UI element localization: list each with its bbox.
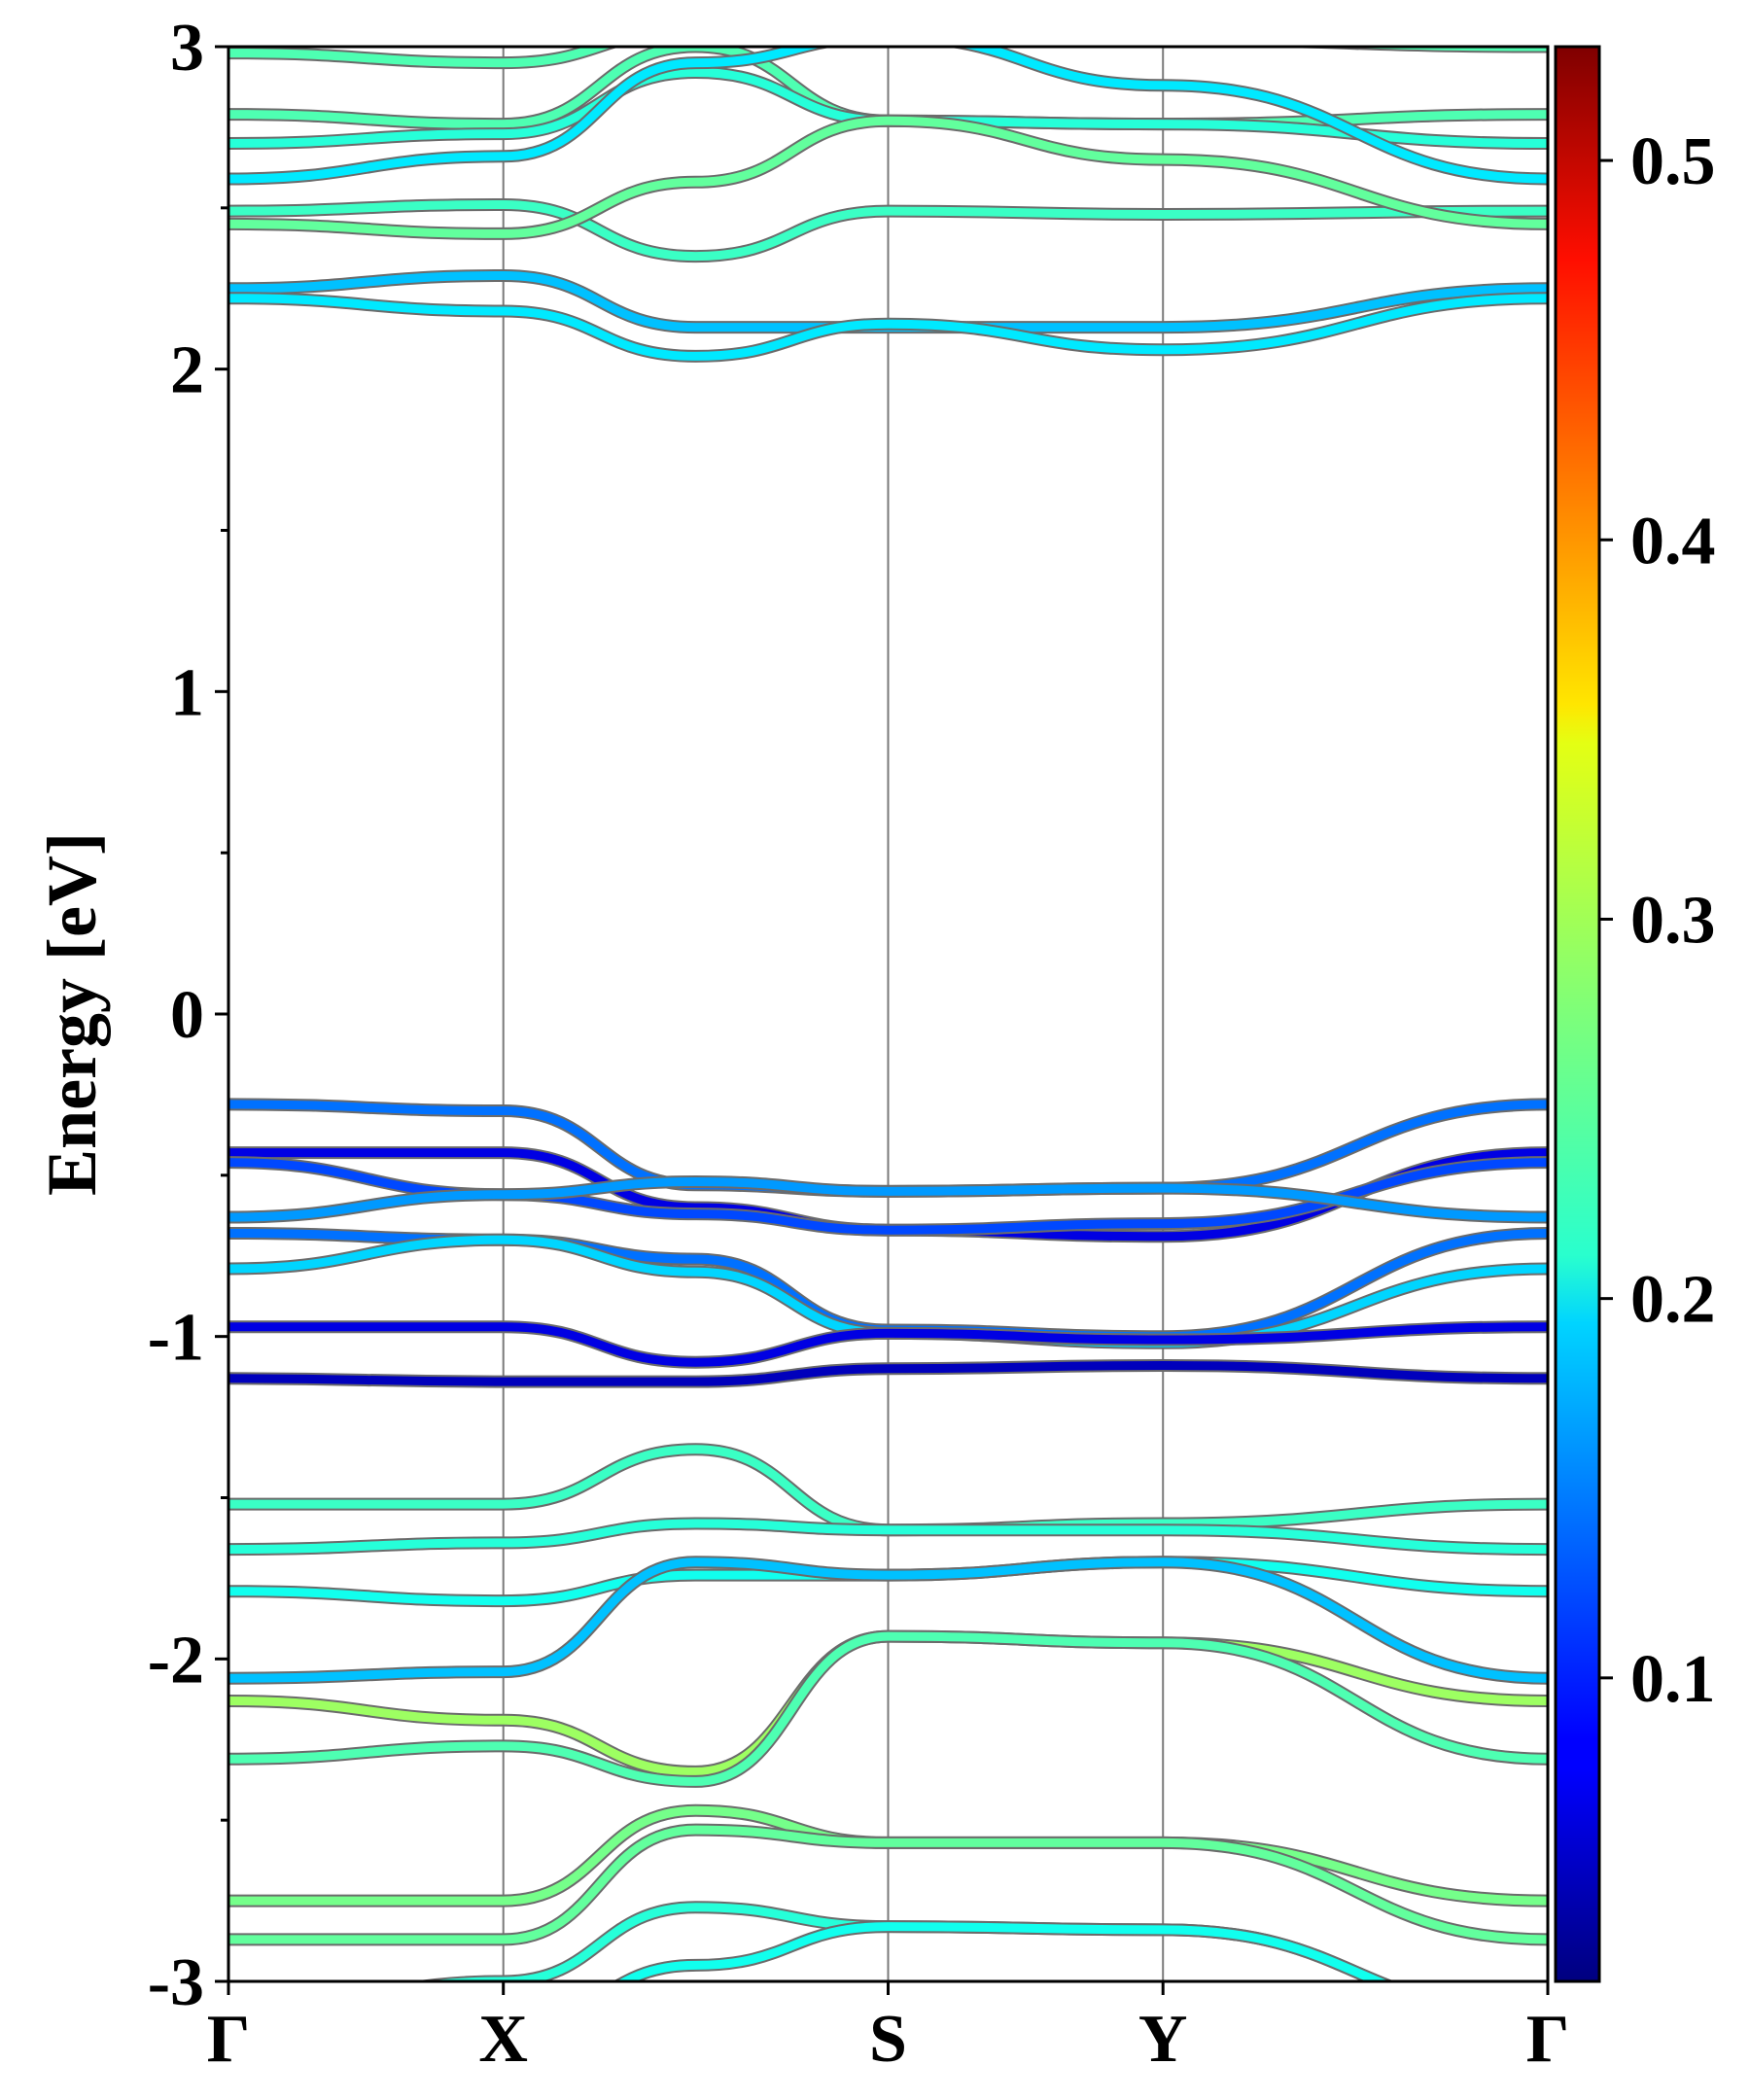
band-line [228,67,1548,148]
x-tick-label: Γ [1526,2002,1570,2077]
band-line [616,1922,1390,1981]
x-tick-label: X [478,2002,528,2077]
y-tick-label: 2 [170,333,204,408]
band-line [228,47,1548,68]
y-tick-label: 3 [170,11,204,86]
band-line [228,1825,1548,1944]
x-tick-label: Y [1138,2002,1188,2077]
k-point-gridlines [502,47,1165,1981]
colorbar [1554,45,1601,1983]
band-line [228,1360,1548,1386]
band-line [228,199,1548,262]
y-tick-label: -3 [148,1945,204,2020]
band-line [228,116,1548,238]
x-tick-label: S [869,2002,907,2077]
band-line [228,1322,1548,1367]
band-line [228,1235,1548,1348]
colorbar-tick-label: 0.1 [1630,1642,1716,1717]
y-tick-label: 0 [170,978,204,1053]
y-tick-label: -2 [148,1623,204,1698]
band-line [228,1519,1548,1555]
y-axis-ticks: 3 2 1 0 -1 -2 -3 [148,11,228,2020]
band-line [228,1176,1548,1222]
band-line [228,47,1548,184]
y-axis-label: Energy [eV] [33,832,111,1196]
bands [228,47,1548,1981]
band-line [228,270,1548,332]
y-tick-label: -1 [148,1301,204,1376]
band-line [228,1631,1548,1786]
colorbar-ticks: 0.1 0.2 0.3 0.4 0.5 [1599,124,1716,1717]
colorbar-tick-label: 0.3 [1630,883,1716,958]
colorbar-tick-label: 0.5 [1630,124,1716,199]
band-line [228,294,1548,361]
band-line [228,1558,1548,1683]
colorbar-tick-label: 0.2 [1630,1263,1716,1338]
band-line [228,1445,1548,1535]
colorbar-tick-label: 0.4 [1630,504,1716,578]
x-tick-label: Γ [207,2002,251,2077]
y-tick-label: 1 [170,655,204,730]
